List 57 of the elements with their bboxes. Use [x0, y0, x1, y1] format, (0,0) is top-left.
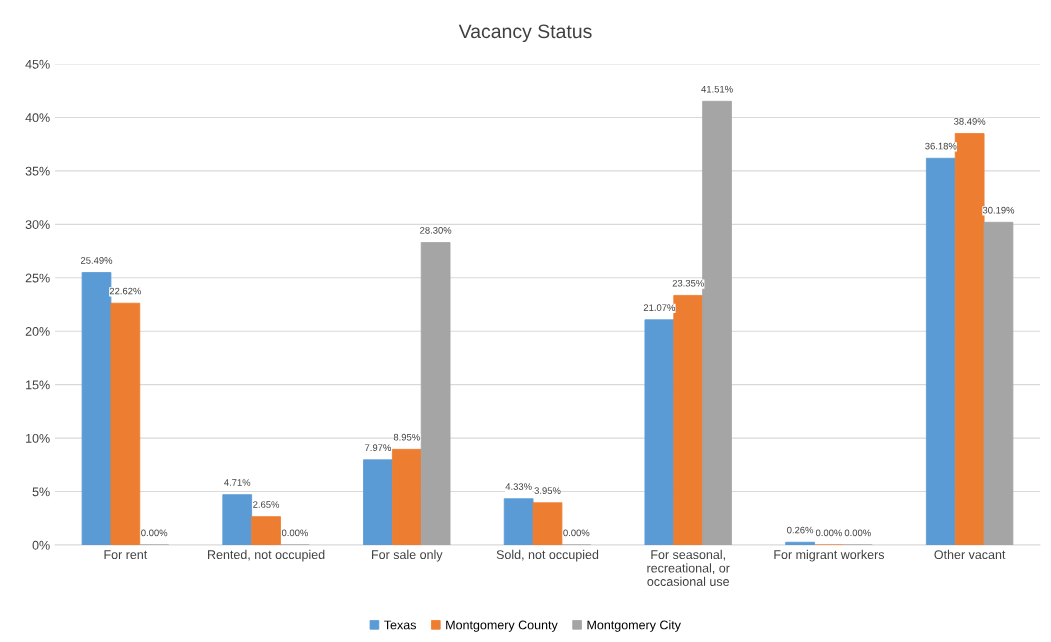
- data-label: 36.18%: [925, 142, 957, 150]
- data-label: 8.95%: [393, 433, 420, 441]
- bar: [702, 100, 732, 545]
- bar: [644, 319, 675, 545]
- data-label: 22.62%: [109, 287, 142, 295]
- data-label: 25.49%: [80, 257, 113, 264]
- y-tick-label: 30%: [25, 220, 50, 229]
- bar: [420, 242, 451, 545]
- data-label: 0.00%: [844, 529, 871, 537]
- data-label: 2.65%: [253, 501, 280, 508]
- data-label: 30.19%: [982, 206, 1015, 214]
- y-tick-label: 40%: [25, 113, 50, 123]
- bar: [391, 448, 422, 545]
- x-tick-label: For rent: [104, 550, 148, 560]
- legend-label: Texas: [384, 620, 416, 630]
- data-label: 0.26%: [787, 526, 814, 534]
- data-label: 4.33%: [505, 483, 532, 490]
- bar: [925, 157, 956, 545]
- x-tick-label: For sale only: [372, 549, 443, 562]
- y-tick-label: 25%: [25, 273, 50, 283]
- x-tick-label: For seasonal, recreational, or occasional use: [647, 549, 730, 586]
- y-tick-label: 20%: [25, 327, 50, 336]
- data-label: 3.95%: [534, 487, 561, 494]
- bar: [110, 302, 141, 545]
- data-label: 21.07%: [643, 304, 676, 311]
- bar: [363, 459, 393, 545]
- data-label: 23.35%: [672, 279, 704, 287]
- bar: [503, 498, 534, 545]
- data-label: 28.30%: [420, 227, 452, 234]
- y-tick-label: 5%: [32, 487, 50, 497]
- data-label: 0.00%: [141, 529, 168, 537]
- data-label: 0.00%: [563, 529, 590, 537]
- y-tick-label: 35%: [25, 166, 50, 176]
- legend-label: Montgomery City: [587, 620, 681, 632]
- data-label: 4.71%: [224, 479, 251, 486]
- bar: [673, 294, 704, 545]
- data-label: 0.00%: [815, 529, 842, 537]
- y-tick-label: 10%: [26, 433, 50, 443]
- bar: [222, 494, 253, 545]
- data-label: 0.00%: [281, 529, 308, 537]
- x-tick-label: Rented, not occupied: [208, 549, 325, 562]
- x-tick-label: For migrant workers: [774, 549, 885, 562]
- bar: [983, 221, 1014, 545]
- bar: [81, 272, 112, 545]
- y-tick-label: 45%: [25, 59, 50, 69]
- x-tick-label: Sold, not occupied: [496, 549, 599, 562]
- y-tick-label: 15%: [26, 380, 50, 390]
- chart-title: Vacancy Status: [458, 24, 592, 43]
- bar: [251, 516, 281, 545]
- bar: [785, 541, 815, 545]
- x-tick-label: Other vacant: [934, 549, 1006, 560]
- data-label: 38.49%: [953, 118, 986, 125]
- y-tick-label: 0%: [32, 540, 50, 550]
- data-label: 7.97%: [365, 444, 391, 451]
- data-label: 41.51%: [701, 85, 733, 93]
- legend-label: Montgomery County: [446, 620, 558, 632]
- bar: [532, 502, 563, 545]
